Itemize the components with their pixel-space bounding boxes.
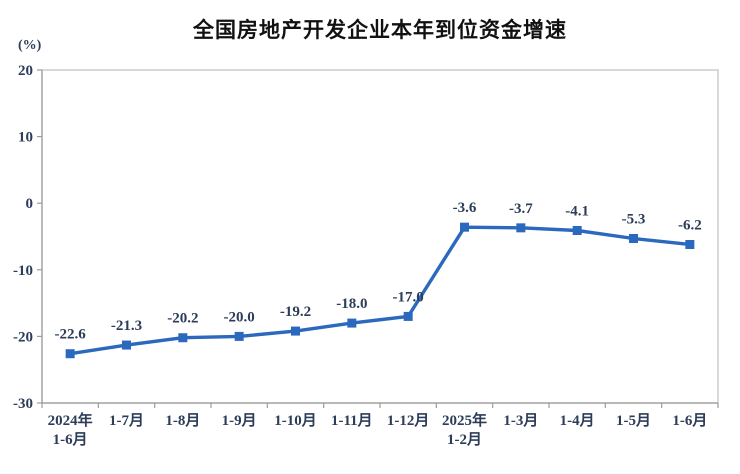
data-point-marker	[234, 331, 244, 341]
x-tick-label: 2025年	[442, 411, 487, 429]
x-tick-label: 1-4月	[560, 412, 595, 429]
x-tick-label: 1-9月	[222, 412, 257, 429]
x-tick-label: 1-8月	[165, 412, 200, 429]
data-point-label: -18.0	[336, 296, 367, 312]
x-tick-label: 1-12月	[387, 412, 430, 429]
y-axis-unit-label: (%)	[18, 38, 42, 53]
data-point-label: -19.2	[280, 304, 311, 320]
x-tick-label: 1-6月	[53, 431, 88, 448]
y-tick-label: -10	[13, 263, 33, 279]
data-point-label: -3.6	[453, 200, 477, 216]
chart-title: 全国房地产开发企业本年到位资金增速	[193, 19, 567, 42]
data-point-marker	[572, 226, 582, 236]
data-point-marker	[178, 333, 188, 343]
data-point-label: -17.0	[393, 289, 424, 305]
data-point-marker	[347, 318, 357, 328]
y-tick-label: 10	[18, 130, 33, 146]
data-point-label: -6.2	[678, 217, 702, 233]
y-tick-label: 0	[26, 196, 34, 212]
data-point-label: -20.0	[224, 309, 255, 325]
x-tick-label: 1-7月	[109, 412, 144, 429]
x-tick-label: 1-11月	[331, 412, 373, 429]
data-point-label: -20.2	[167, 311, 198, 327]
y-tick-label: -20	[13, 329, 33, 345]
x-tick-label: 1-2月	[447, 431, 482, 448]
data-point-label: -22.6	[55, 327, 87, 343]
y-tick-label: -30	[13, 396, 33, 412]
x-tick-label: 2024年	[48, 411, 93, 429]
data-point-marker	[65, 349, 75, 359]
x-tick-label: 1-5月	[616, 412, 651, 429]
data-point-marker	[291, 326, 300, 336]
series-trend-line	[69, 225, 691, 356]
data-point-marker	[685, 239, 695, 249]
data-point-label: -5.3	[622, 211, 646, 227]
data-point-label: -4.1	[565, 204, 589, 220]
x-tick-label: 1-10月	[274, 412, 317, 429]
data-point-label: -3.7	[509, 201, 533, 217]
data-point-marker	[516, 223, 526, 233]
x-tick-label: 1-3月	[503, 412, 538, 429]
x-tick-label: 1-6月	[672, 412, 707, 429]
data-point-marker	[629, 233, 638, 243]
y-tick-label: 20	[18, 63, 33, 79]
data-point-marker	[122, 340, 131, 350]
data-point-marker	[460, 222, 469, 232]
data-point-marker	[403, 311, 413, 321]
data-point-label: -21.3	[111, 318, 142, 334]
